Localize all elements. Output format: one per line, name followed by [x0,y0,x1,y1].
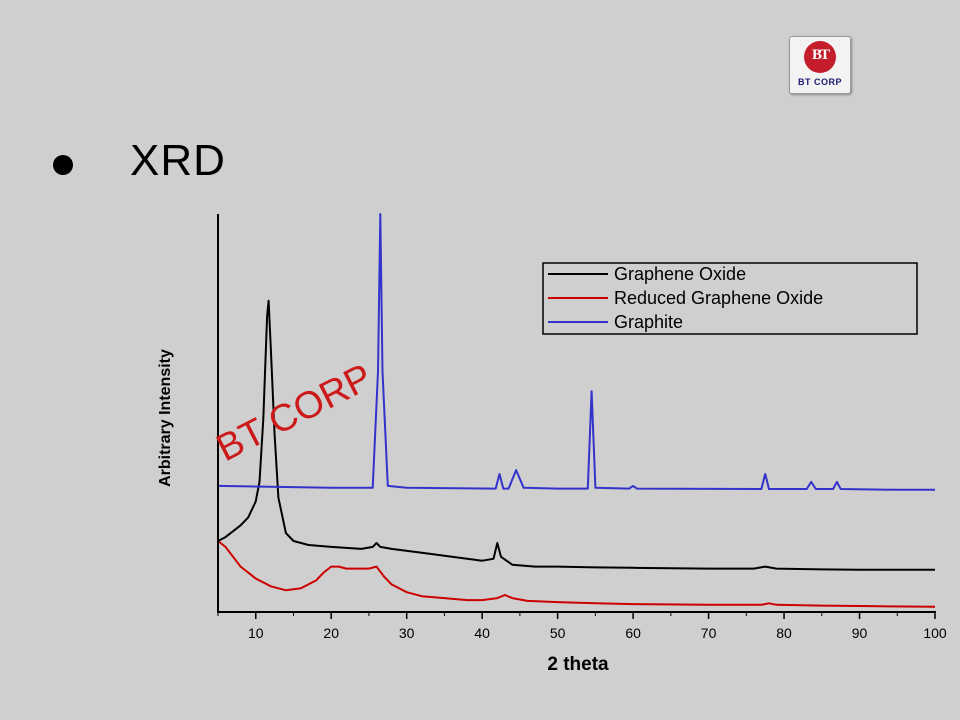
x-tick-label: 40 [474,625,490,641]
series-layer [217,213,936,608]
slide-heading: XRD [130,136,226,185]
series-line-reduced-graphene-oxide [217,540,936,608]
legend-label-graphene-oxide: Graphene Oxide [614,264,746,284]
x-tick-label: 50 [550,625,566,641]
logo-emblem [804,41,836,73]
bt-corp-logo: BT BT CORP [789,36,851,94]
logo-letters: BT [811,47,830,63]
x-tick-label: 70 [701,625,717,641]
series-line-graphene-oxide [217,299,935,571]
x-tick-label: 90 [852,625,868,641]
legend-label-graphite: Graphite [614,312,683,332]
x-tick-label: 30 [399,625,415,641]
y-axis-label: Arbitrary Intensity [157,349,174,487]
series-line-graphite [217,213,935,491]
watermark-text: BT CORP [210,356,379,470]
x-tick-label: 20 [323,625,339,641]
x-tick-label: 80 [776,625,792,641]
x-tick-label: 10 [248,625,264,641]
x-axis-label: 2 theta [547,654,609,675]
x-tick-label: 100 [923,625,947,641]
legend-label-reduced-graphene-oxide: Reduced Graphene Oxide [614,288,823,308]
x-tick-label: 60 [625,625,641,641]
tick-layer: 10 20 30 40 50 60 70 80 90 100 [217,612,947,641]
bullet-point [53,155,73,175]
legend: Graphene Oxide Reduced Graphene Oxide Grap… [542,262,918,335]
legend-box [542,262,918,335]
logo-text: BT CORP [798,77,842,87]
